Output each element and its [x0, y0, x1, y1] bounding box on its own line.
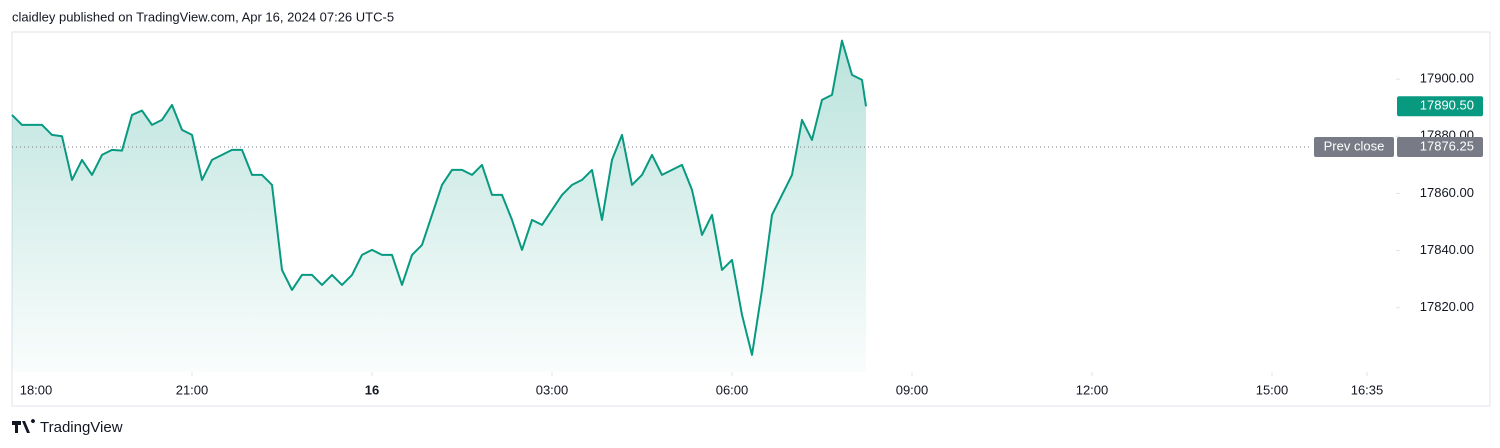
x-tick-label: 21:00	[176, 382, 209, 397]
prev-close-value-box	[1397, 137, 1483, 157]
x-tick-label: 09:00	[896, 382, 929, 397]
y-tick-label: 17900.00	[1420, 71, 1474, 86]
last-price-label: 17890.50	[1420, 98, 1474, 113]
prev-close-value: 17876.25	[1420, 138, 1474, 153]
x-tick-label: 18:00	[20, 382, 53, 397]
chart-title: claidley published on TradingView.com, A…	[12, 9, 394, 24]
y-tick-label: 17840.00	[1420, 242, 1474, 257]
x-tick-label: 16	[365, 382, 379, 397]
brand-name: TradingView	[40, 419, 123, 436]
y-tick-label: 17860.00	[1420, 185, 1474, 200]
x-tick-label: 16:35	[1351, 382, 1384, 397]
x-tick-label: 12:00	[1076, 382, 1109, 397]
y-tick-label: 17820.00	[1420, 299, 1474, 314]
prev-close-name: Prev close	[1324, 138, 1385, 153]
price-line	[11, 39, 867, 356]
area-fill	[12, 40, 866, 372]
x-tick-label: 03:00	[536, 382, 569, 397]
x-tick-label: 06:00	[716, 382, 749, 397]
brand-logo	[12, 419, 35, 433]
x-tick-label: 15:00	[1256, 382, 1289, 397]
prev-close-name-box	[1314, 137, 1394, 157]
last-price-box	[1397, 96, 1483, 117]
